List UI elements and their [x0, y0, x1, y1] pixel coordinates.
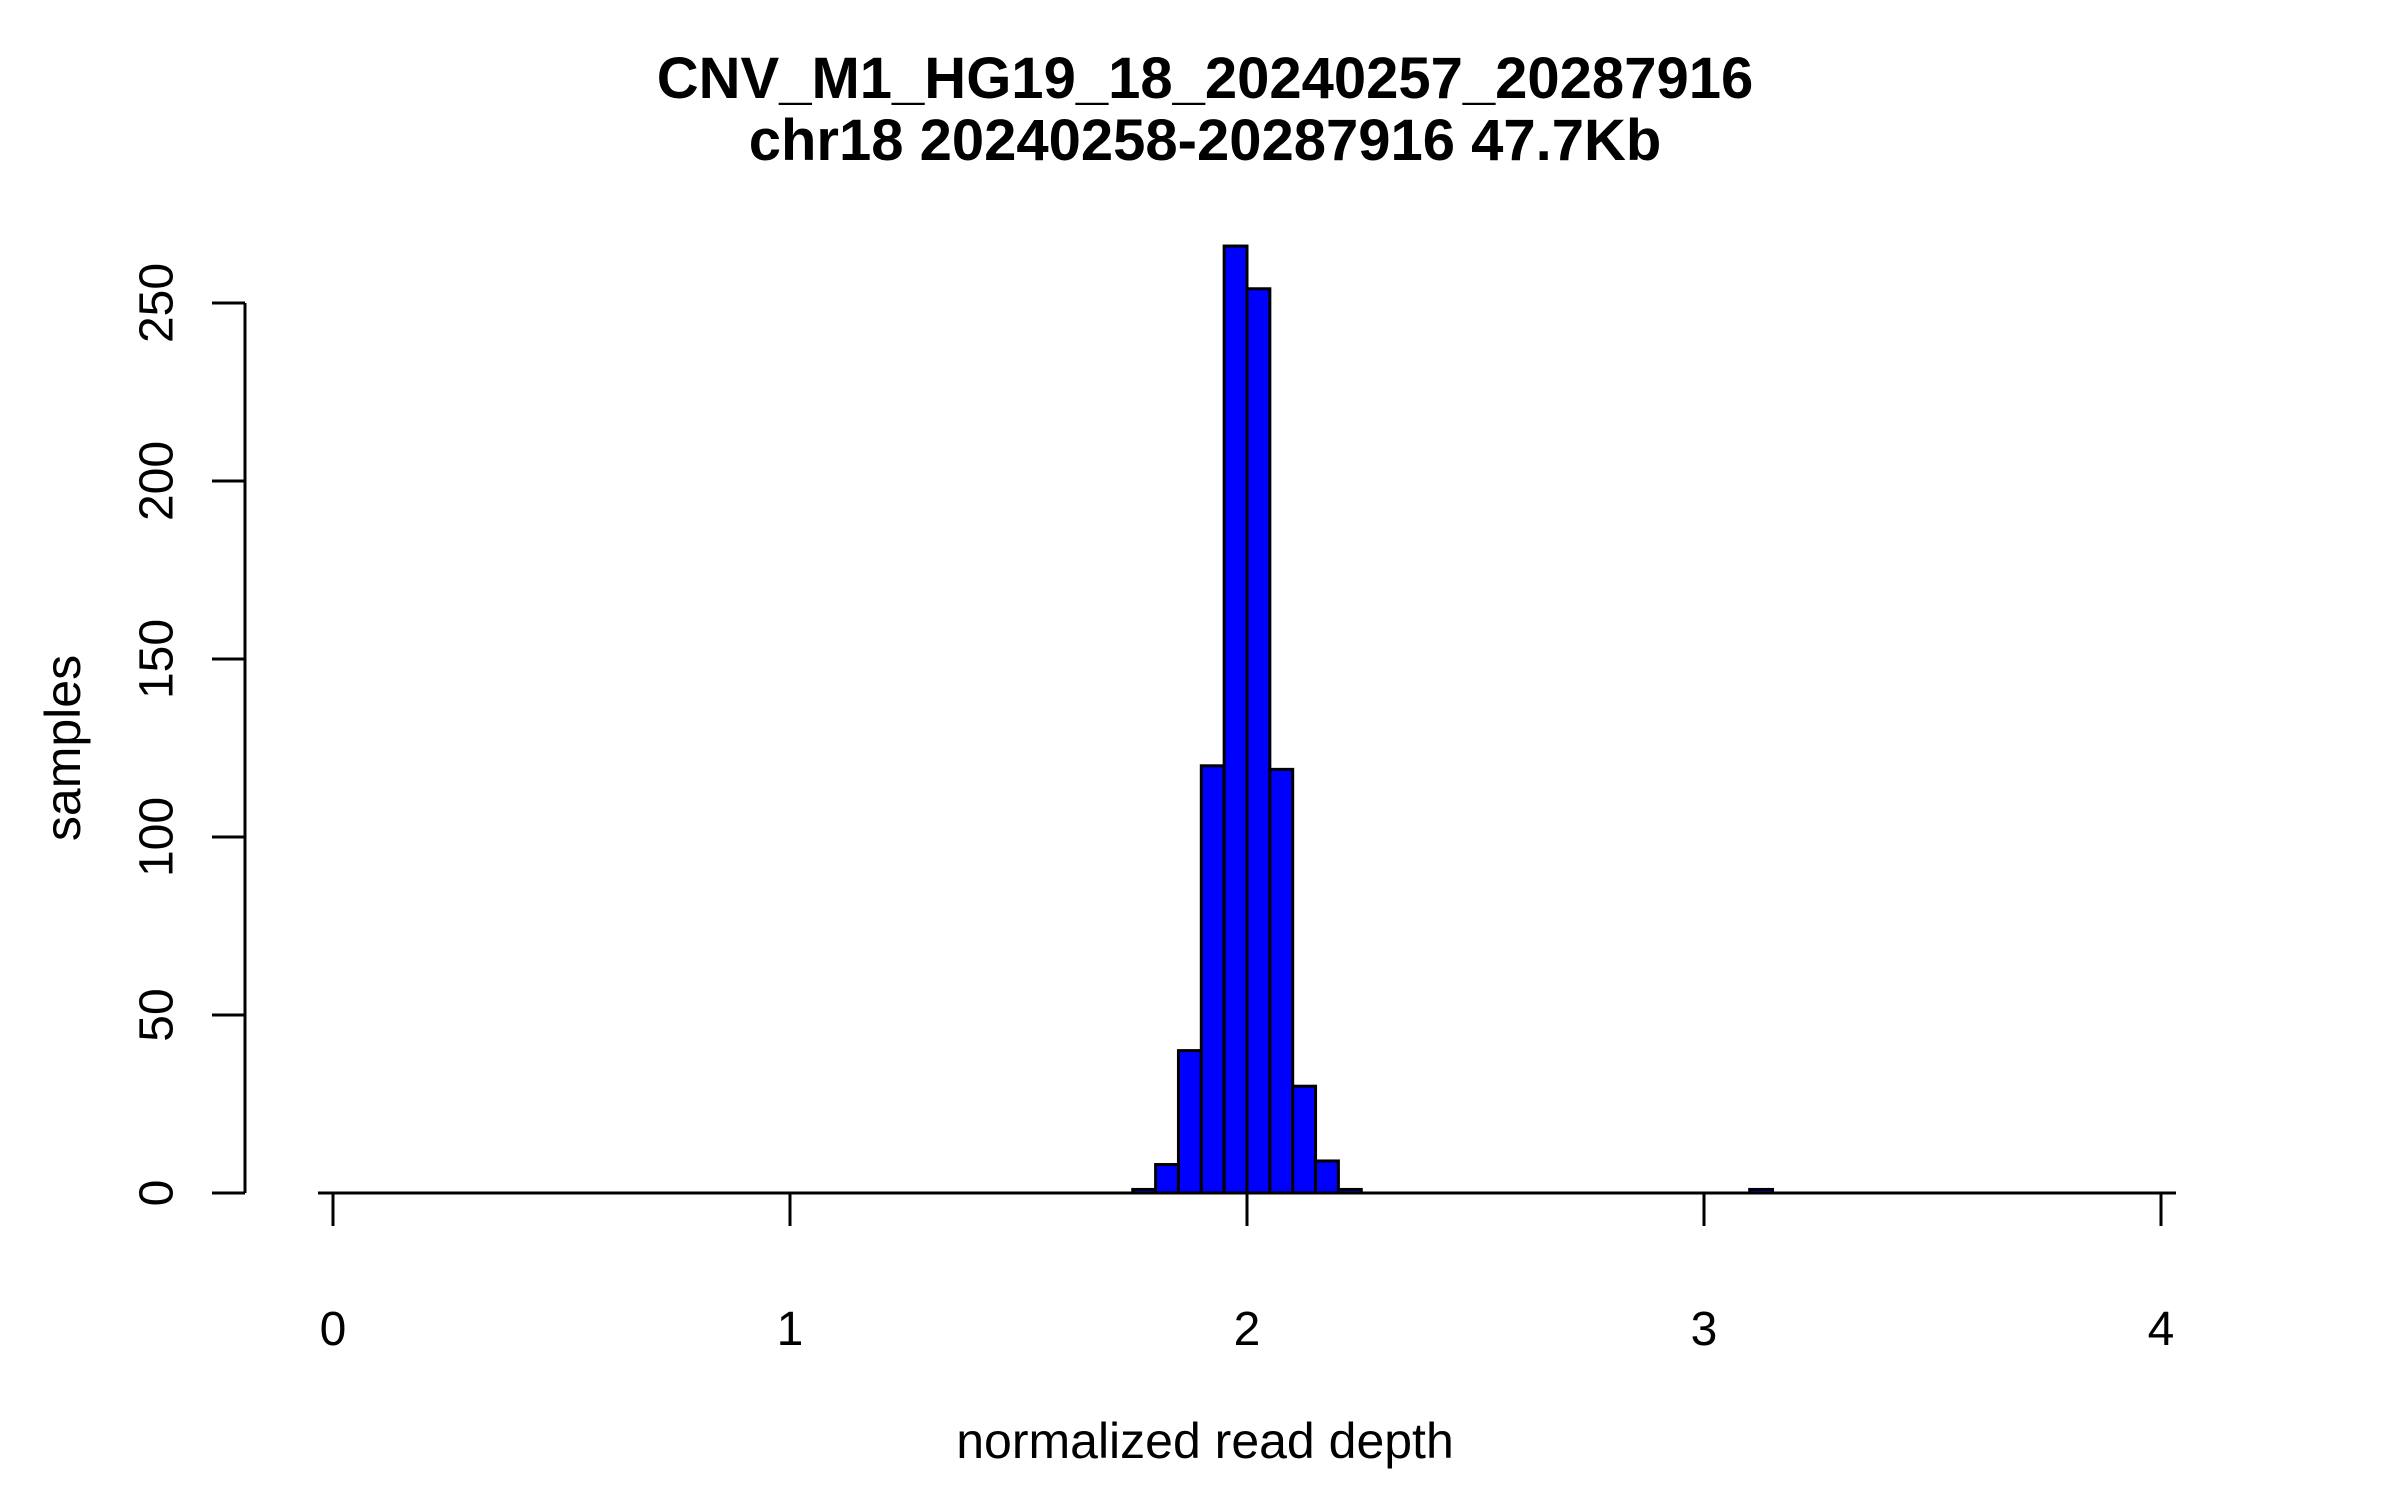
x-tick-label: 4 — [2148, 1303, 2175, 1356]
y-tick-label: 0 — [131, 1180, 184, 1207]
chart-subtitle: chr18 20240258-20287916 47.7Kb — [748, 108, 1662, 173]
y-tick-label: 50 — [131, 988, 184, 1041]
y-tick-label: 200 — [131, 441, 184, 521]
x-tick-label: 2 — [1234, 1303, 1261, 1356]
histogram-bar — [1131, 1187, 1158, 1195]
y-tick-label: 250 — [131, 263, 184, 343]
histogram-bar — [1154, 1163, 1180, 1195]
histogram-bar — [1314, 1159, 1340, 1195]
histogram-bar — [1245, 287, 1272, 1195]
histogram-bar — [1268, 767, 1295, 1195]
histogram-bar — [1291, 1084, 1318, 1195]
y-tick-label: 150 — [131, 619, 184, 699]
histogram-bar — [1176, 1049, 1203, 1195]
x-tick-label: 0 — [320, 1303, 347, 1356]
histogram-bar — [1336, 1187, 1363, 1195]
chart-title: CNV_M1_HG19_18_20240257_20287916 — [656, 46, 1754, 111]
x-tick-label: 3 — [1691, 1303, 1718, 1356]
histogram-bar — [1222, 244, 1249, 1195]
x-axis-label: normalized read depth — [956, 1413, 1454, 1469]
histogram-bar — [1199, 764, 1226, 1195]
x-tick-label: 1 — [777, 1303, 804, 1356]
histogram-bar — [1748, 1187, 1775, 1195]
y-tick-label: 100 — [131, 797, 184, 877]
